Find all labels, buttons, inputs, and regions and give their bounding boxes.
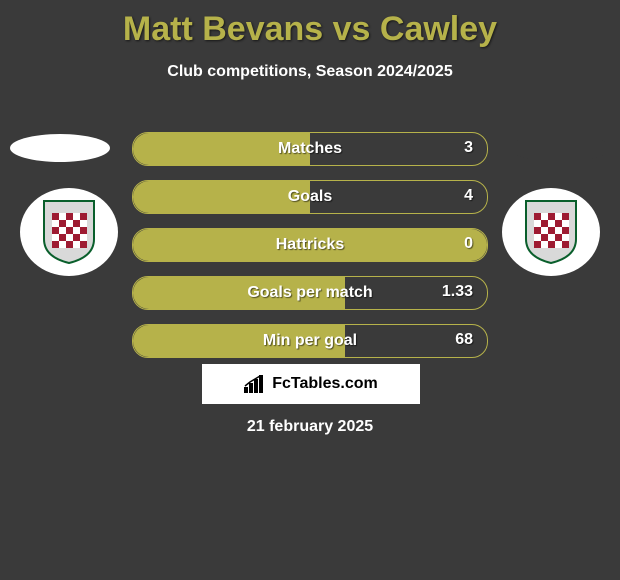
stat-row: Matches 3 [132, 132, 488, 166]
player-marker-left [10, 134, 110, 162]
stat-label: Min per goal [263, 332, 357, 350]
stats-panel: Matches 3 Goals 4 Hattricks 0 Goals per match 1… [132, 132, 488, 372]
stat-value-right: 1.33 [442, 283, 473, 301]
bar-chart-icon [244, 375, 266, 393]
player-marker-right [510, 134, 610, 162]
club-crest-right [502, 188, 600, 276]
club-crest-left [20, 188, 118, 276]
stat-label: Matches [278, 140, 342, 158]
stat-label: Hattricks [276, 236, 344, 254]
stat-row: Hattricks 0 [132, 228, 488, 262]
shield-icon [522, 199, 580, 265]
date-text: 21 february 2025 [0, 418, 620, 436]
subtitle: Club competitions, Season 2024/2025 [0, 63, 620, 81]
stat-label: Goals [288, 188, 332, 206]
stat-row: Min per goal 68 [132, 324, 488, 358]
stat-value-right: 68 [455, 331, 473, 349]
page-title: Matt Bevans vs Cawley [0, 10, 620, 49]
brand-text: FcTables.com [272, 375, 378, 393]
stat-value-right: 3 [464, 139, 473, 157]
shield-icon [40, 199, 98, 265]
stat-value-right: 4 [464, 187, 473, 205]
stat-value-right: 0 [464, 235, 473, 253]
stat-label: Goals per match [247, 284, 372, 302]
brand-attribution[interactable]: FcTables.com [202, 364, 420, 404]
stat-row: Goals per match 1.33 [132, 276, 488, 310]
stat-fill-left [133, 181, 310, 213]
stat-row: Goals 4 [132, 180, 488, 214]
